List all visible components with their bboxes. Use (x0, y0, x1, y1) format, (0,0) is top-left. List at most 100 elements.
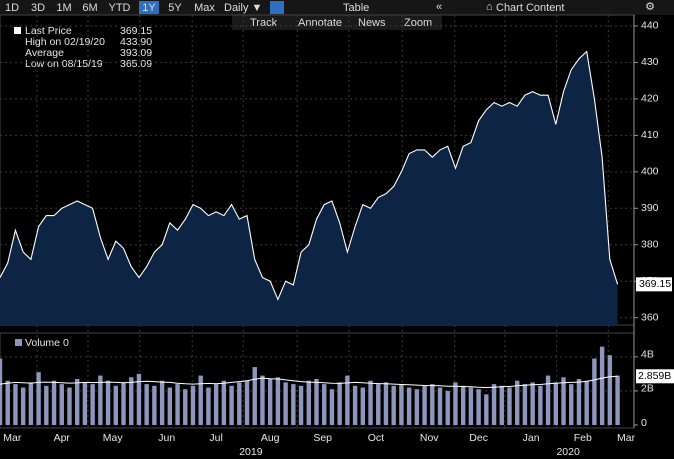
legend-value: 393.09 (120, 47, 152, 59)
volume-bar (507, 387, 512, 425)
collapse-icon[interactable]: « (436, 1, 442, 13)
range-button[interactable]: 1Y (142, 2, 156, 14)
volume-bar (406, 387, 412, 425)
volume-label-box (636, 369, 674, 384)
range-button[interactable]: 1M (56, 2, 71, 14)
volume-bar (190, 385, 196, 425)
volume-bar (592, 358, 597, 425)
volume-bar (13, 384, 18, 425)
volume-bar (476, 389, 481, 425)
range-button[interactable]: Max (194, 2, 215, 14)
range-button[interactable]: 6M (82, 2, 97, 14)
x-tick-label: May (103, 432, 124, 444)
volume-bar (576, 379, 582, 425)
frequency[interactable]: Daily ▼ (224, 2, 262, 14)
volume-bar (437, 387, 443, 425)
volume-bar (67, 387, 72, 425)
volume-legend-swatch (15, 339, 22, 346)
range-button[interactable]: 3D (31, 2, 45, 14)
volume-bar (414, 389, 420, 425)
volume-bar (314, 379, 319, 425)
x-tick-label: Sep (313, 432, 332, 444)
volume-bar (129, 377, 134, 425)
x-tick-label: Feb (574, 432, 592, 444)
range-button[interactable]: 1D (5, 2, 19, 14)
range-button[interactable]: YTD (109, 2, 131, 14)
volume-bar (44, 385, 49, 425)
volume-bar (422, 385, 427, 425)
volume-bar (98, 375, 103, 425)
volume-bar (28, 382, 34, 425)
volume-bar (391, 385, 396, 425)
range-button[interactable]: 5Y (168, 2, 182, 14)
volume-bar (515, 380, 520, 425)
volume-bar (376, 384, 381, 425)
content-icon[interactable]: ⌂ (486, 1, 493, 13)
toolbar (0, 0, 674, 15)
year-label: 2020 (556, 446, 580, 458)
chart-content[interactable]: Chart Content (496, 2, 564, 14)
volume-legend: Volume 0 (25, 337, 69, 349)
line-icon[interactable] (270, 1, 284, 14)
volume-bar (152, 385, 157, 425)
volume-bar (484, 394, 489, 425)
volume-bar (584, 380, 589, 425)
volume-bar (468, 387, 474, 425)
settings-icon[interactable]: ⚙ (645, 1, 655, 13)
volume-bar (159, 380, 165, 425)
tool-button[interactable]: Annotate (298, 17, 342, 29)
x-tick-label: Jul (209, 432, 222, 444)
x-tick-label: Mar (3, 432, 22, 444)
y-tick-label: 390 (641, 202, 659, 214)
legend-name: Average (25, 47, 64, 59)
volume-bar (522, 384, 528, 425)
volume-bar (368, 380, 373, 425)
volume-bar (499, 385, 504, 425)
volume-average (0, 375, 618, 389)
year-label: 2019 (239, 446, 263, 458)
x-tick-label: Mar (617, 432, 636, 444)
volume-bar (569, 384, 574, 425)
volume-bar (399, 384, 404, 425)
volume-bar (36, 372, 41, 425)
volume-bar (175, 384, 180, 425)
volume-bar (206, 387, 211, 425)
volume-bar (345, 375, 350, 425)
volume-bar (298, 385, 304, 425)
volume-bar (267, 379, 273, 425)
x-tick-label: Jan (523, 432, 540, 444)
tool-row (232, 15, 442, 30)
volume-bar (329, 389, 335, 425)
volume-bar (337, 382, 342, 425)
legend-name: High on 02/19/20 (25, 36, 105, 48)
x-tick-label: Oct (368, 432, 384, 444)
last-price-box (636, 277, 672, 292)
legend-value: 365.09 (120, 58, 152, 70)
volume-bar (322, 384, 327, 425)
tool-button[interactable]: News (358, 17, 386, 29)
volume-label: 2.859B (638, 370, 671, 382)
legend-value: 433.90 (120, 36, 152, 48)
table[interactable]: Table (343, 2, 369, 14)
volume-bar (445, 390, 450, 425)
volume-bar (491, 384, 497, 425)
volume-bar (113, 385, 118, 425)
volume-bar (229, 385, 234, 425)
volume-bar (607, 355, 613, 425)
x-tick-label: Dec (469, 432, 488, 444)
volume-bar (430, 384, 435, 425)
volume-bar (244, 380, 250, 425)
volume-bar (599, 346, 605, 425)
volume-bar (51, 380, 57, 425)
volume-bar (553, 382, 559, 425)
last-price-label: 369.15 (639, 278, 671, 290)
volume-bar (545, 375, 551, 425)
volume-bar (237, 382, 242, 425)
tool-button[interactable]: Track (250, 17, 278, 29)
tool-button[interactable]: Zoom (404, 17, 432, 29)
volume-bar (221, 380, 227, 425)
y-tick-label: 420 (641, 93, 659, 105)
volume-bar (144, 384, 149, 425)
volume-bar (0, 358, 3, 425)
